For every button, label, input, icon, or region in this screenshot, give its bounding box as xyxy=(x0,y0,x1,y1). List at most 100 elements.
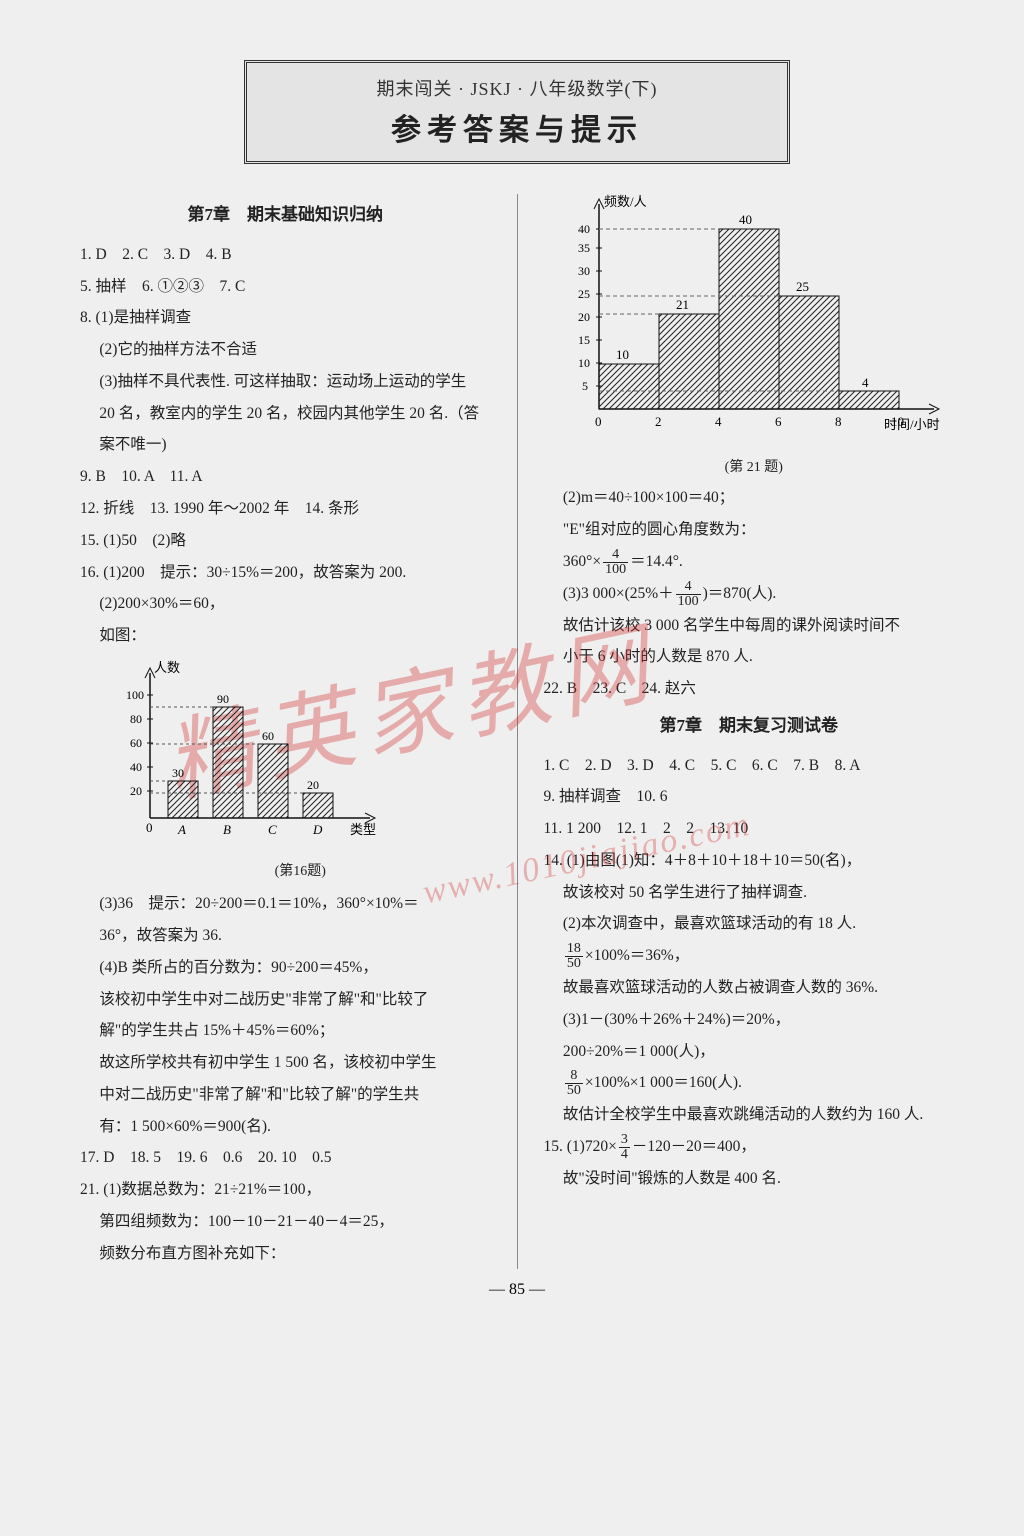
text-line: 15. (1)720×34－120－20＝400， xyxy=(544,1131,955,1163)
text-line: 中对二战历史"非常了解"和"比较了解"的学生共 xyxy=(80,1079,491,1111)
svg-text:B: B xyxy=(223,822,231,837)
text-line: 14. (1)由图(1)知：4＋8＋10＋18＋10＝50(名)， xyxy=(544,845,955,877)
text-line: 如图： xyxy=(80,620,491,652)
text-line: 36°，故答案为 36. xyxy=(80,920,491,952)
svg-text:20: 20 xyxy=(307,778,319,792)
svg-text:40: 40 xyxy=(130,760,142,774)
svg-text:8: 8 xyxy=(835,414,842,429)
svg-text:90: 90 xyxy=(217,692,229,706)
text-line: 有：1 500×60%＝900(名). xyxy=(80,1111,491,1143)
text-line: 850×100%×1 000＝160(人). xyxy=(544,1067,955,1099)
bars xyxy=(599,229,899,409)
y-axis-label: 人数 xyxy=(154,660,180,675)
chart-16: 人数 类型 20 40 60 80 100 xyxy=(110,658,491,886)
text-line: 故估计该校 3 000 名学生中每周的课外阅读时间不 xyxy=(544,610,955,642)
text-line: 12. 折线 13. 1990 年～2002 年 14. 条形 xyxy=(80,493,491,525)
svg-text:10: 10 xyxy=(891,414,904,429)
title-main: 参考答案与提示 xyxy=(257,105,777,149)
y-axis-label: 频数/人 xyxy=(604,194,647,209)
svg-text:25: 25 xyxy=(796,279,809,294)
svg-text:D: D xyxy=(312,822,323,837)
svg-text:35: 35 xyxy=(578,241,590,255)
section-heading: 第7章 期末复习测试卷 xyxy=(544,709,955,744)
text-line: 9. 抽样调查 10. 6 xyxy=(544,781,955,813)
text-line: (3)3 000×(25%＋4100)＝870(人). xyxy=(544,578,955,610)
text-line: 15. (1)50 (2)略 xyxy=(80,525,491,557)
y-ticks: 20 40 60 80 100 xyxy=(126,688,153,798)
svg-text:100: 100 xyxy=(126,688,144,702)
bars xyxy=(168,707,333,818)
text-line: (3)抽样不具代表性. 可这样抽取：运动场上运动的学生 xyxy=(80,366,491,398)
text-line: 11. 1 200 12. 1 2 2 13. 10 xyxy=(544,813,955,845)
svg-text:A: A xyxy=(177,822,186,837)
svg-text:25: 25 xyxy=(578,287,590,301)
svg-text:C: C xyxy=(268,822,277,837)
text-line: 1850×100%＝36%， xyxy=(544,940,955,972)
svg-text:30: 30 xyxy=(578,264,590,278)
text-line: 故该校对 50 名学生进行了抽样调查. xyxy=(544,877,955,909)
text-line: 故这所学校共有初中学生 1 500 名，该校初中学生 xyxy=(80,1047,491,1079)
text-line: 200÷20%＝1 000(人)， xyxy=(544,1036,955,1068)
page: 期末闯关 · JSKJ · 八年级数学(下) 参考答案与提示 精英家教网 www… xyxy=(0,0,1024,1536)
svg-text:40: 40 xyxy=(578,222,590,236)
svg-text:6: 6 xyxy=(775,414,782,429)
text-line: 第四组频数为：100－10－21－40－4＝25， xyxy=(80,1206,491,1238)
text-line: 20 名，教室内的学生 20 名，校园内其他学生 20 名.（答 xyxy=(80,398,491,430)
title-box: 期末闯关 · JSKJ · 八年级数学(下) 参考答案与提示 xyxy=(244,60,790,164)
text-line: 1. D 2. C 3. D 4. B xyxy=(80,239,491,271)
text-line: (3)1－(30%＋26%＋24%)＝20%， xyxy=(544,1004,955,1036)
page-number: — 85 — xyxy=(80,1281,954,1299)
text-line: 解"的学生共占 15%＋45%＝60%； xyxy=(80,1015,491,1047)
text-line: 5. 抽样 6. ①②③ 7. C xyxy=(80,271,491,303)
svg-text:0: 0 xyxy=(595,414,602,429)
text-line: 频数分布直方图补充如下： xyxy=(80,1238,491,1270)
text-line: 故估计全校学生中最喜欢跳绳活动的人数约为 160 人. xyxy=(544,1099,955,1131)
text-line: 9. B 10. A 11. A xyxy=(80,461,491,493)
text-line: 故"没时间"锻炼的人数是 400 名. xyxy=(544,1163,955,1195)
text-line: 8. (1)是抽样调查 xyxy=(80,302,491,334)
column-divider xyxy=(517,194,518,1269)
title-subtitle: 期末闯关 · JSKJ · 八年级数学(下) xyxy=(257,75,777,101)
svg-text:60: 60 xyxy=(262,729,274,743)
chart-16-caption: (第16题) xyxy=(110,858,491,887)
text-line: 故最喜欢篮球活动的人数占被调查人数的 36%. xyxy=(544,972,955,1004)
chart-21-caption: (第 21 题) xyxy=(554,454,955,483)
text-line: 16. (1)200 提示：30÷15%＝200，故答案为 200. xyxy=(80,557,491,589)
svg-text:4: 4 xyxy=(715,414,722,429)
text-line: (2)200×30%＝60， xyxy=(80,588,491,620)
two-columns: 第7章 期末基础知识归纳 1. D 2. C 3. D 4. B 5. 抽样 6… xyxy=(80,194,954,1269)
x-cats: A B C D xyxy=(177,822,323,837)
text-line: 21. (1)数据总数为：21÷21%＝100， xyxy=(80,1174,491,1206)
text-line: 360°×4100＝14.4°. xyxy=(544,546,955,578)
text-line: (2)本次调查中，最喜欢篮球活动的有 18 人. xyxy=(544,908,955,940)
text-line: (3)36 提示：20÷200＝0.1＝10%，360°×10%＝ xyxy=(80,888,491,920)
section-heading: 第7章 期末基础知识归纳 xyxy=(80,198,491,233)
left-column: 第7章 期末基础知识归纳 1. D 2. C 3. D 4. B 5. 抽样 6… xyxy=(80,194,491,1269)
svg-text:21: 21 xyxy=(676,297,689,312)
svg-text:15: 15 xyxy=(578,333,590,347)
chart-21-svg: 频数/人 时间/小时 5 10 15 20 25 30 35 40 xyxy=(554,194,954,444)
svg-text:10: 10 xyxy=(616,347,629,362)
svg-text:20: 20 xyxy=(578,310,590,324)
text-line: 该校初中学生中对二战历史"非常了解"和"比较了 xyxy=(80,984,491,1016)
text-line: (4)B 类所占的百分数为：90÷200＝45%， xyxy=(80,952,491,984)
chart-21: 频数/人 时间/小时 5 10 15 20 25 30 35 40 xyxy=(554,194,955,482)
right-column: 频数/人 时间/小时 5 10 15 20 25 30 35 40 xyxy=(544,194,955,1269)
text-line: (2)m＝40÷100×100＝40； xyxy=(544,482,955,514)
text-line: 22. B 23. C 24. 赵六 xyxy=(544,673,955,705)
svg-text:80: 80 xyxy=(130,712,142,726)
svg-text:20: 20 xyxy=(130,784,142,798)
text-line: 小于 6 小时的人数是 870 人. xyxy=(544,641,955,673)
text-line: 17. D 18. 5 19. 6 0.6 20. 10 0.5 xyxy=(80,1142,491,1174)
svg-text:60: 60 xyxy=(130,736,142,750)
svg-text:40: 40 xyxy=(739,212,752,227)
y-ticks: 5 10 15 20 25 30 35 40 xyxy=(578,222,590,393)
svg-text:4: 4 xyxy=(862,375,869,390)
text-line: (2)它的抽样方法不合适 xyxy=(80,334,491,366)
text-line: 案不唯一) xyxy=(80,429,491,461)
svg-text:10: 10 xyxy=(578,356,590,370)
x-axis-label: 类型 xyxy=(350,822,376,837)
text-line: "E"组对应的圆心角度数为： xyxy=(544,514,955,546)
chart-16-svg: 人数 类型 20 40 60 80 100 xyxy=(110,658,390,848)
svg-text:5: 5 xyxy=(582,379,588,393)
